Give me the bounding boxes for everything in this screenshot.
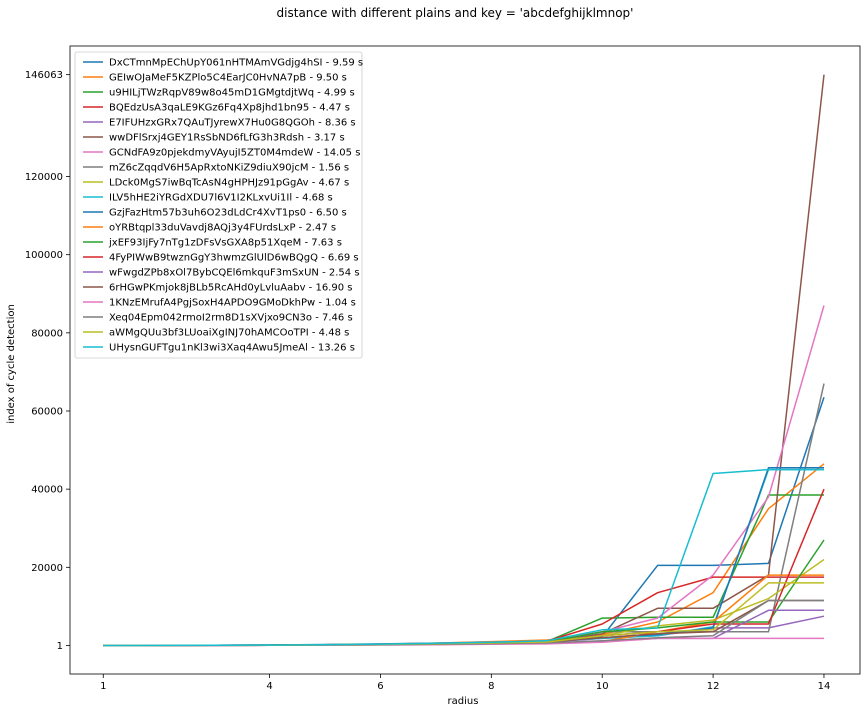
legend-box xyxy=(74,51,363,359)
legend-entry: GCNdFA9z0pjekdmyVAyujI5ZT0M4mdeW - 14.05… xyxy=(109,148,360,159)
y-tick-label: 60000 xyxy=(31,406,63,417)
legend-entry: GEIwOJaMeF5KZPlo5C4EarJC0HvNA7pB - 9.50 … xyxy=(109,73,347,84)
legend-entry: LDck0MgS7iwBqTcAsN4gHPHJz91pGgAv - 4.67 … xyxy=(109,178,349,189)
x-tick-label: 10 xyxy=(596,681,609,692)
legend-entry: 1KNzEMrufA4PgjSoxH4APDO9GMoDkhPw - 1.04 … xyxy=(109,298,356,309)
x-tick-label: 14 xyxy=(818,681,831,692)
legend-entry: mZ6cZqqdV6H5ApRxtoNKiZ9diuX90jcM - 1.56 … xyxy=(109,163,349,174)
y-tick-label: 146063 xyxy=(25,70,63,81)
series-lines xyxy=(103,74,825,647)
series-line-20 xyxy=(103,468,824,647)
y-tick-label: 80000 xyxy=(31,328,63,339)
legend-entry: wFwgdZPb8xOl7BybCQEl6mkquF3mSxUN - 2.54 … xyxy=(109,268,360,279)
legend-entry: aWMgQUu3bf3LUoaiXgINJ70hAMCOoTPI - 4.48 … xyxy=(109,328,349,339)
y-tick-label: 40000 xyxy=(31,485,63,496)
y-tick-label: 1 xyxy=(57,641,63,652)
chart-title: distance with different plains and key =… xyxy=(277,6,634,20)
x-tick-label: 1 xyxy=(100,681,106,692)
legend-entry: u9HILjTWzRqpV89w8o45mD1GMgtdjtWq - 4.99 … xyxy=(109,88,355,99)
x-axis: 1 4 6 8 10 12 14 xyxy=(100,674,830,692)
legend-entry: DxCTmnMpEChUpY061nHTMAmVGdjg4hSI - 9.59 … xyxy=(109,58,363,69)
y-tick-label: 120000 xyxy=(25,172,63,183)
legend-entry: E7IFUHzxGRx7QAuTJyrewX7Hu0G8QGOh - 8.36 … xyxy=(109,118,356,129)
legend-entry: 6rHGwPKmjok8jBLb5RcAHd0yLvluAabv - 16.90… xyxy=(109,283,352,294)
legend-entry: oYRBtqpl33duVavdj8AQj3y4FUrdsLxP - 2.47 … xyxy=(109,223,336,234)
x-tick-label: 12 xyxy=(707,681,720,692)
legend-entry: jxEF93IjFy7nTg1zDFsVsGXA8p51XqeM - 7.63 … xyxy=(108,238,342,249)
legend-entry: wwDFlSrxj4GEY1RsSbND6fLfG3h3Rdsh - 3.17 … xyxy=(109,133,345,144)
legend-entry: BQEdzUsA3qaLE9KGz6Fq4Xp8jhd1bn95 - 4.47 … xyxy=(109,103,350,114)
x-tick-label: 6 xyxy=(377,681,383,692)
y-tick-label: 100000 xyxy=(25,250,63,261)
y-tick-label: 20000 xyxy=(31,563,63,574)
legend: DxCTmnMpEChUpY061nHTMAmVGdjg4hSI - 9.59 … xyxy=(74,51,363,359)
legend-entry: ILV5hHE2iYRGdXDU7l6V1I2KLxvUi1Il - 4.68 … xyxy=(109,193,333,204)
y-axis-label: index of cycle detection xyxy=(6,304,17,424)
legend-entry: Xeq04Epm042rmoI2rm8D1sXVjxo9CN3o - 7.46 … xyxy=(109,313,353,324)
legend-entry: UHysnGUFTgu1nKl3wi3Xaq4Awu5JmeAl - 13.26… xyxy=(109,343,355,354)
legend-entry: 4FyPIWwB9twznGgY3hwmzGlUlD6wBQgQ - 6.69 … xyxy=(109,253,359,264)
x-axis-label: radius xyxy=(448,696,479,707)
x-tick-label: 4 xyxy=(266,681,272,692)
legend-entry: GzjFazHtm57b3uh6O23dLdCr4XvT1ps0 - 6.50 … xyxy=(109,208,347,219)
x-tick-label: 8 xyxy=(488,681,494,692)
